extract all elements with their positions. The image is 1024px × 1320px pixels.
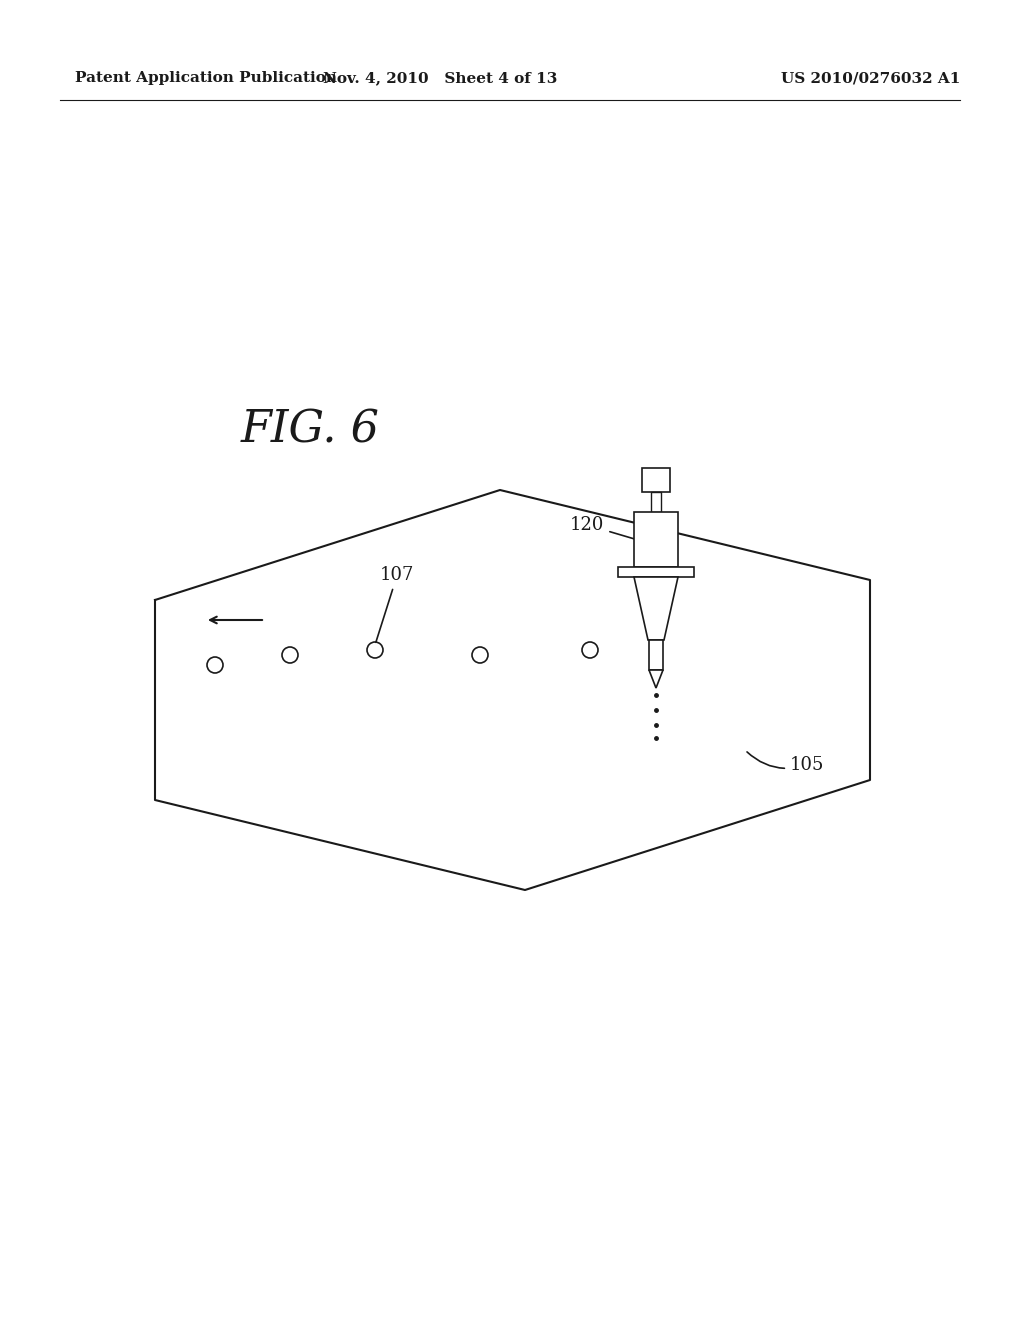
Text: 107: 107: [376, 566, 415, 643]
Polygon shape: [649, 671, 663, 688]
Text: 120: 120: [570, 516, 635, 539]
Text: Patent Application Publication: Patent Application Publication: [75, 71, 337, 84]
Bar: [649, 640, 663, 671]
Text: FIG. 6: FIG. 6: [241, 408, 380, 451]
Text: US 2010/0276032 A1: US 2010/0276032 A1: [780, 71, 961, 84]
Bar: [642, 469, 670, 492]
Bar: [651, 492, 662, 512]
Bar: [618, 568, 694, 577]
Text: 105: 105: [748, 752, 824, 774]
Polygon shape: [634, 577, 678, 640]
Bar: [634, 512, 678, 568]
Text: Nov. 4, 2010   Sheet 4 of 13: Nov. 4, 2010 Sheet 4 of 13: [323, 71, 557, 84]
